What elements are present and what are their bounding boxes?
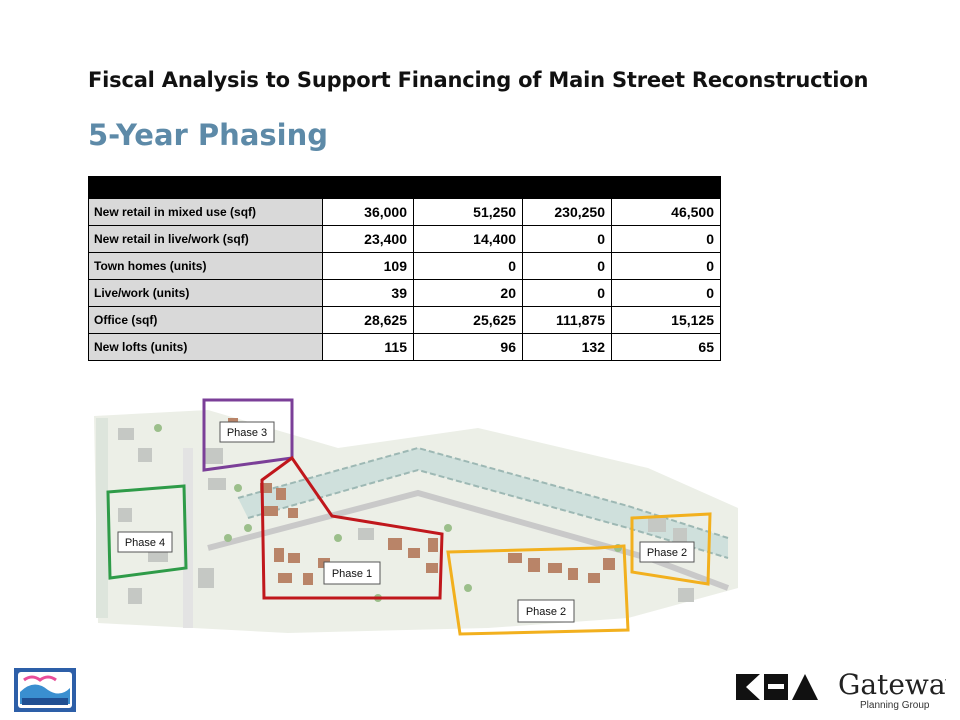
slide-title: Fiscal Analysis to Support Financing of … bbox=[88, 68, 869, 92]
phasing-site-plan-map: Phase 3 Phase 4 Phase 1 Phase 2 Phase 2 bbox=[88, 388, 748, 658]
phase-1-label: Phase 1 bbox=[332, 568, 372, 580]
cell-value: 15,125 bbox=[611, 306, 721, 334]
cell-value: 25,625 bbox=[413, 306, 523, 334]
row-label: Office (sqf) bbox=[88, 306, 323, 334]
table-row: New lofts (units) 115 96 132 65 bbox=[88, 333, 721, 361]
table-row: Live/work (units) 39 20 0 0 bbox=[88, 279, 721, 307]
gateway-logo-name: Gateway bbox=[838, 668, 946, 701]
cell-value: 115 bbox=[322, 333, 414, 361]
cell-value: 14,400 bbox=[413, 225, 523, 253]
header-cell bbox=[413, 176, 523, 199]
table-row: New retail in live/work (sqf) 23,400 14,… bbox=[88, 225, 721, 253]
cell-value: 23,400 bbox=[322, 225, 414, 253]
row-label: New lofts (units) bbox=[88, 333, 323, 361]
cell-value: 51,250 bbox=[413, 198, 523, 226]
header-cell bbox=[88, 176, 323, 199]
row-label: New retail in live/work (sqf) bbox=[88, 225, 323, 253]
slide-subtitle: 5-Year Phasing bbox=[88, 118, 329, 152]
cell-value: 96 bbox=[413, 333, 523, 361]
cell-value: 65 bbox=[611, 333, 721, 361]
phase-2-label: Phase 2 bbox=[526, 606, 566, 618]
cell-value: 46,500 bbox=[611, 198, 721, 226]
cell-value: 0 bbox=[522, 225, 612, 253]
row-label: Town homes (units) bbox=[88, 252, 323, 280]
header-cell bbox=[522, 176, 612, 199]
cell-value: 0 bbox=[611, 279, 721, 307]
cell-value: 230,250 bbox=[522, 198, 612, 226]
phase-4-label: Phase 4 bbox=[125, 537, 165, 549]
cell-value: 36,000 bbox=[322, 198, 414, 226]
cell-value: 20 bbox=[413, 279, 523, 307]
kpa-logo bbox=[734, 672, 820, 702]
south-padre-logo bbox=[14, 668, 76, 712]
cell-value: 0 bbox=[413, 252, 523, 280]
table-row: Town homes (units) 109 0 0 0 bbox=[88, 252, 721, 280]
table-header-row bbox=[88, 176, 721, 199]
header-cell bbox=[322, 176, 414, 199]
gateway-logo: Gateway Planning Group bbox=[838, 668, 946, 711]
row-label: Live/work (units) bbox=[88, 279, 323, 307]
cell-value: 28,625 bbox=[322, 306, 414, 334]
cell-value: 132 bbox=[522, 333, 612, 361]
table-row: Office (sqf) 28,625 25,625 111,875 15,12… bbox=[88, 306, 721, 334]
table-row: New retail in mixed use (sqf) 36,000 51,… bbox=[88, 198, 721, 226]
cell-value: 111,875 bbox=[522, 306, 612, 334]
cell-value: 0 bbox=[611, 252, 721, 280]
cell-value: 39 bbox=[322, 279, 414, 307]
cell-value: 0 bbox=[611, 225, 721, 253]
header-cell bbox=[611, 176, 721, 199]
cell-value: 109 bbox=[322, 252, 414, 280]
phase-3-label: Phase 3 bbox=[227, 427, 267, 439]
cell-value: 0 bbox=[522, 252, 612, 280]
phase-2-label: Phase 2 bbox=[647, 547, 687, 559]
gateway-logo-tagline: Planning Group bbox=[860, 700, 930, 711]
phasing-table: New retail in mixed use (sqf) 36,000 51,… bbox=[88, 176, 721, 361]
row-label: New retail in mixed use (sqf) bbox=[88, 198, 323, 226]
cell-value: 0 bbox=[522, 279, 612, 307]
